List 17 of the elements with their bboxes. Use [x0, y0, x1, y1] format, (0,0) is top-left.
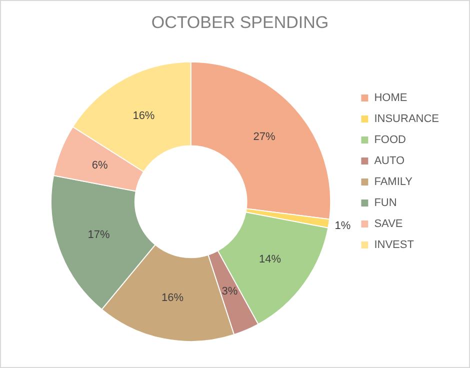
legend-label: INSURANCE	[374, 113, 440, 126]
legend-label: HOME	[374, 92, 408, 104]
legend-label: FUN	[374, 197, 397, 210]
legend-label: SAVE	[374, 218, 403, 230]
data-label: 16%	[162, 292, 184, 304]
data-label: 6%	[92, 160, 108, 172]
legend-label: INVEST	[374, 239, 414, 252]
legend-label: AUTO	[374, 155, 406, 168]
data-label: 17%	[88, 228, 110, 241]
chart-title: OCTOBER SPENDING	[151, 12, 329, 32]
data-label: 3%	[222, 286, 238, 298]
legend-label: FAMILY	[374, 176, 414, 188]
data-label: 16%	[132, 110, 155, 122]
data-label: 27%	[253, 131, 276, 144]
data-label: 1%	[334, 220, 351, 232]
legend-label: FOOD	[374, 134, 406, 146]
data-label: 14%	[259, 253, 282, 266]
